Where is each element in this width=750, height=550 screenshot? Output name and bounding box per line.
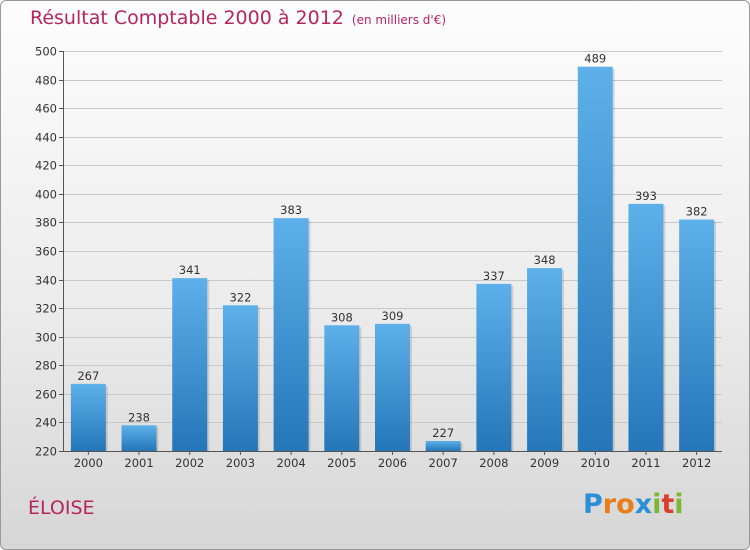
- y-tick-label: 500: [35, 45, 57, 59]
- logo-letter: x: [634, 489, 653, 520]
- bar-2001: [121, 425, 157, 451]
- data-label-2005: 308: [331, 310, 353, 324]
- y-tick-label: 460: [35, 102, 57, 116]
- x-tick-label-2007: 2007: [429, 456, 458, 470]
- bar-2011: [628, 203, 664, 451]
- data-label-2002: 341: [179, 263, 201, 277]
- data-label-2009: 348: [534, 253, 556, 267]
- x-tick-label-2003: 2003: [226, 456, 255, 470]
- y-tick-label: 280: [35, 359, 57, 373]
- bar-2008: [476, 283, 512, 451]
- x-tick-label-2001: 2001: [124, 456, 153, 470]
- x-tick-label-2002: 2002: [175, 456, 204, 470]
- bar-2006: [375, 323, 410, 451]
- y-tick-label: 300: [35, 331, 57, 345]
- bar-2002: [172, 278, 208, 451]
- y-tick-label: 420: [35, 159, 57, 173]
- y-tick-label: 320: [35, 302, 57, 316]
- x-tick-label-2004: 2004: [276, 456, 305, 470]
- x-tick-label-2009: 2009: [530, 456, 559, 470]
- chart-title: Résultat Comptable 2000 à 2012: [30, 7, 344, 29]
- y-tick-label: 260: [35, 388, 57, 402]
- data-label-2011: 393: [635, 189, 657, 203]
- x-tick-label-2000: 2000: [74, 456, 103, 470]
- data-label-2007: 227: [432, 426, 454, 440]
- chart-subtitle: (en milliers d'€): [351, 13, 447, 27]
- bar-2012: [679, 219, 715, 451]
- y-tick-label: 240: [35, 416, 57, 430]
- label-layer: 267 238 341 322 383 308 309 227 337 348 489 393 382: [77, 52, 707, 440]
- y-tick-label: 340: [35, 274, 57, 288]
- data-label-2000: 267: [77, 369, 99, 383]
- axis-layer: 220 240 260 280 300 320 340 360 380 400 420 440 460 4…: [35, 45, 722, 470]
- data-label-2006: 309: [382, 309, 404, 323]
- data-label-2001: 238: [128, 410, 150, 424]
- bar-2010: [577, 66, 613, 451]
- data-label-2010: 489: [584, 52, 606, 66]
- bar-2007: [425, 441, 461, 451]
- y-tick-label: 440: [35, 131, 57, 145]
- logo-letter: i: [674, 489, 684, 520]
- bar-2004: [273, 218, 309, 451]
- bar-2005: [324, 325, 360, 451]
- bar-2003: [222, 305, 258, 451]
- y-tick-label: 360: [35, 245, 57, 259]
- data-label-2008: 337: [483, 269, 505, 283]
- logo-letter: P: [583, 489, 603, 520]
- x-tick-label-2010: 2010: [581, 456, 610, 470]
- logo-letter: i: [652, 489, 662, 520]
- data-label-2012: 382: [686, 205, 708, 219]
- chart-title-block: Résultat Comptable 2000 à 2012 (en millie…: [30, 7, 446, 29]
- y-tick-label: 380: [35, 216, 57, 230]
- bar-2000: [70, 383, 106, 451]
- data-label-2004: 383: [280, 203, 302, 217]
- data-label-2003: 322: [229, 290, 251, 304]
- proxiti-logo: Proxiti: [583, 489, 684, 520]
- y-tick-label: 480: [35, 74, 57, 88]
- logo-letter: r: [602, 489, 617, 520]
- x-tick-label-2008: 2008: [479, 456, 508, 470]
- bar-layer: [70, 66, 717, 451]
- x-tick-label-2006: 2006: [378, 456, 407, 470]
- y-tick-label: 400: [35, 188, 57, 202]
- x-tick-label-2005: 2005: [327, 456, 356, 470]
- logo-letter: t: [661, 489, 675, 520]
- y-tick-label: 220: [35, 445, 57, 459]
- bar-2009: [527, 268, 563, 451]
- logo-letter: o: [616, 489, 635, 520]
- town-name: ÉLOISE: [28, 497, 95, 519]
- x-tick-label-2012: 2012: [682, 456, 711, 470]
- x-tick-label-2011: 2011: [631, 456, 660, 470]
